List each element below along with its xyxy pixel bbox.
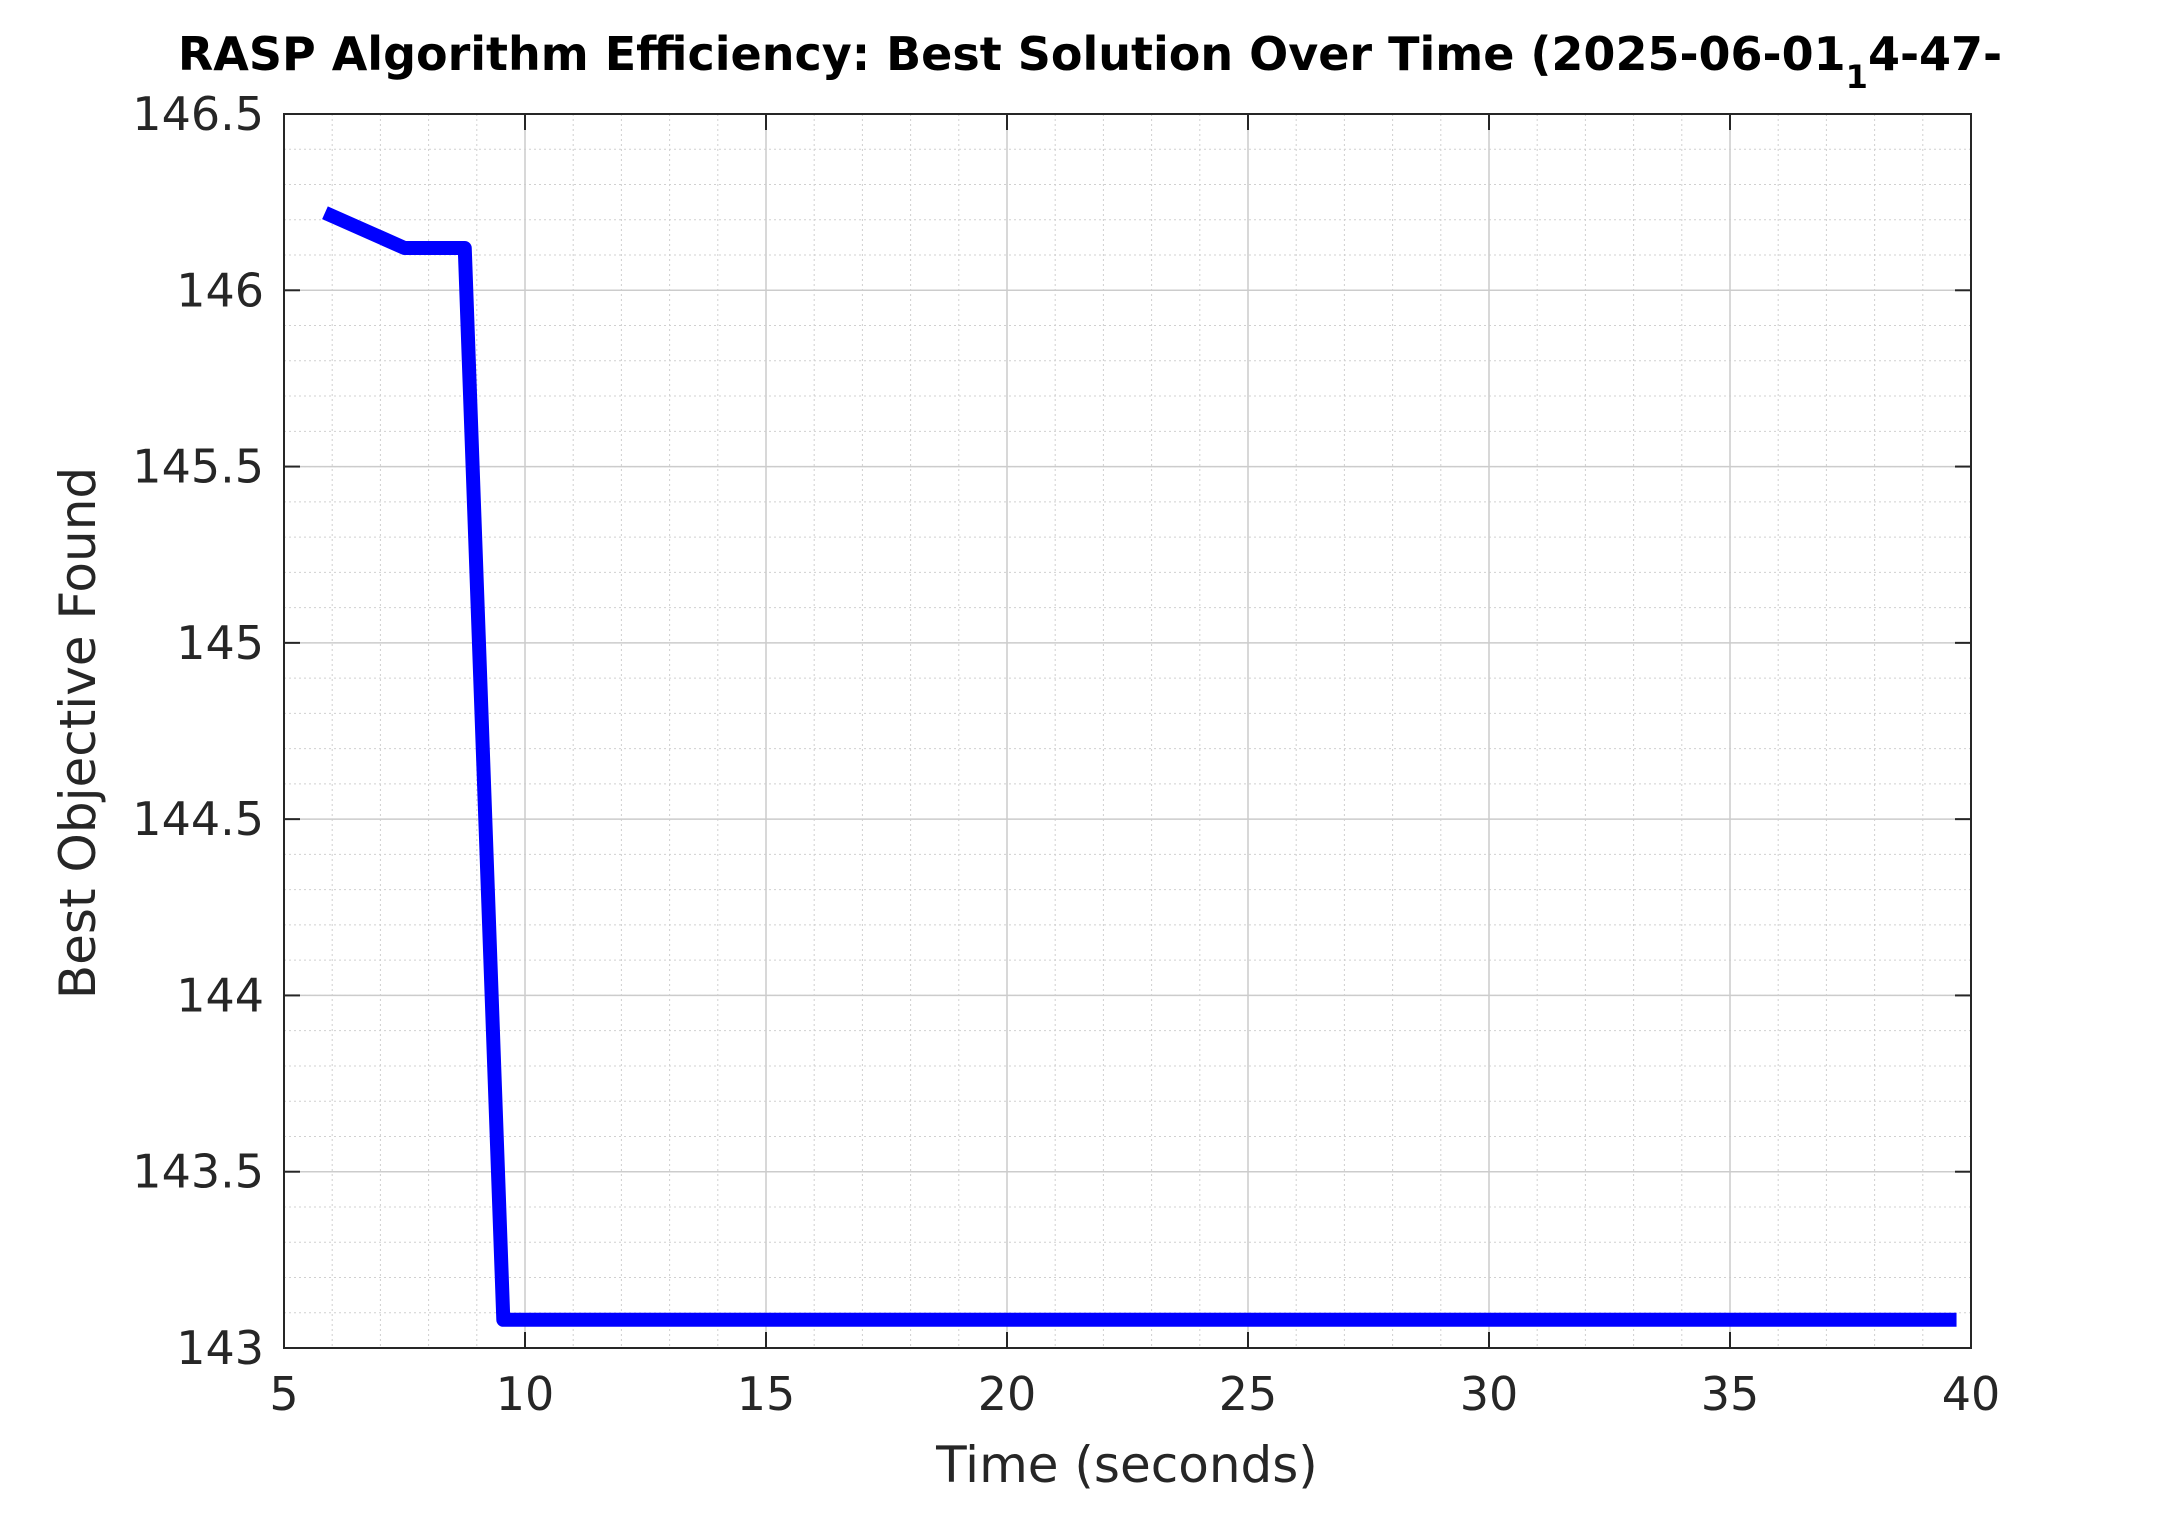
x-axis-label: Time (seconds) — [935, 1436, 1318, 1494]
x-tick-label: 15 — [737, 1367, 796, 1421]
y-tick-label: 146.5 — [132, 87, 264, 141]
x-tick-label: 20 — [978, 1367, 1037, 1421]
series-line — [322, 206, 1957, 1327]
x-tick-label: 5 — [269, 1367, 298, 1421]
chart-title-main: RASP Algorithm Efficiency: Best Solution… — [178, 27, 1846, 81]
y-tick-label: 144 — [176, 968, 264, 1022]
y-tick-label: 145 — [176, 616, 264, 670]
y-tick-label: 146 — [176, 263, 264, 317]
y-tick-label: 143.5 — [132, 1145, 264, 1199]
y-axis-label: Best Objective Found — [49, 467, 107, 999]
y-tick-label: 145.5 — [132, 440, 264, 494]
axis-ticks: 5 10 15 20 25 30 35 40 143 143.5 144 144.5 145 145.5 1… — [132, 87, 2000, 1421]
x-tick-label: 35 — [1701, 1367, 1760, 1421]
grid — [283, 113, 1972, 1349]
x-tick-label: 10 — [496, 1367, 555, 1421]
chart-title-subscript: 1 — [1846, 58, 1868, 96]
x-tick-label: 25 — [1219, 1367, 1278, 1421]
x-tick-label: 30 — [1460, 1367, 1519, 1421]
y-tick-label: 143 — [176, 1321, 264, 1375]
y-tick-label: 144.5 — [132, 792, 264, 846]
series — [322, 206, 1957, 1327]
chart-title: RASP Algorithm Efficiency: Best Solution… — [178, 27, 2002, 96]
plot-area-frame — [283, 113, 1972, 1349]
chart-title-tail: 4-47- — [1868, 27, 2002, 81]
x-tick-label: 40 — [1942, 1367, 2001, 1421]
